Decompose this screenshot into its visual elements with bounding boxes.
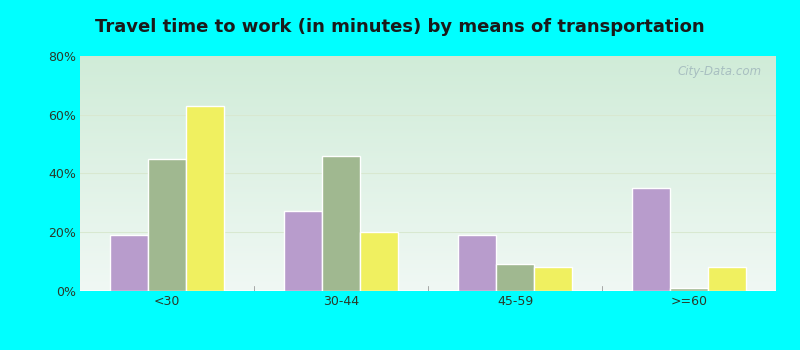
Text: Travel time to work (in minutes) by means of transportation: Travel time to work (in minutes) by mean… — [95, 18, 705, 35]
Bar — [322, 156, 360, 290]
Bar — [283, 211, 322, 290]
Bar — [186, 106, 225, 290]
Bar — [360, 232, 398, 290]
Bar — [534, 267, 573, 290]
Text: City-Data.com: City-Data.com — [678, 65, 762, 78]
Bar — [631, 188, 670, 290]
Bar — [458, 235, 496, 290]
Bar — [496, 264, 534, 290]
Bar — [110, 235, 148, 290]
Bar — [708, 267, 746, 290]
Bar — [148, 159, 186, 290]
Bar — [670, 288, 708, 290]
